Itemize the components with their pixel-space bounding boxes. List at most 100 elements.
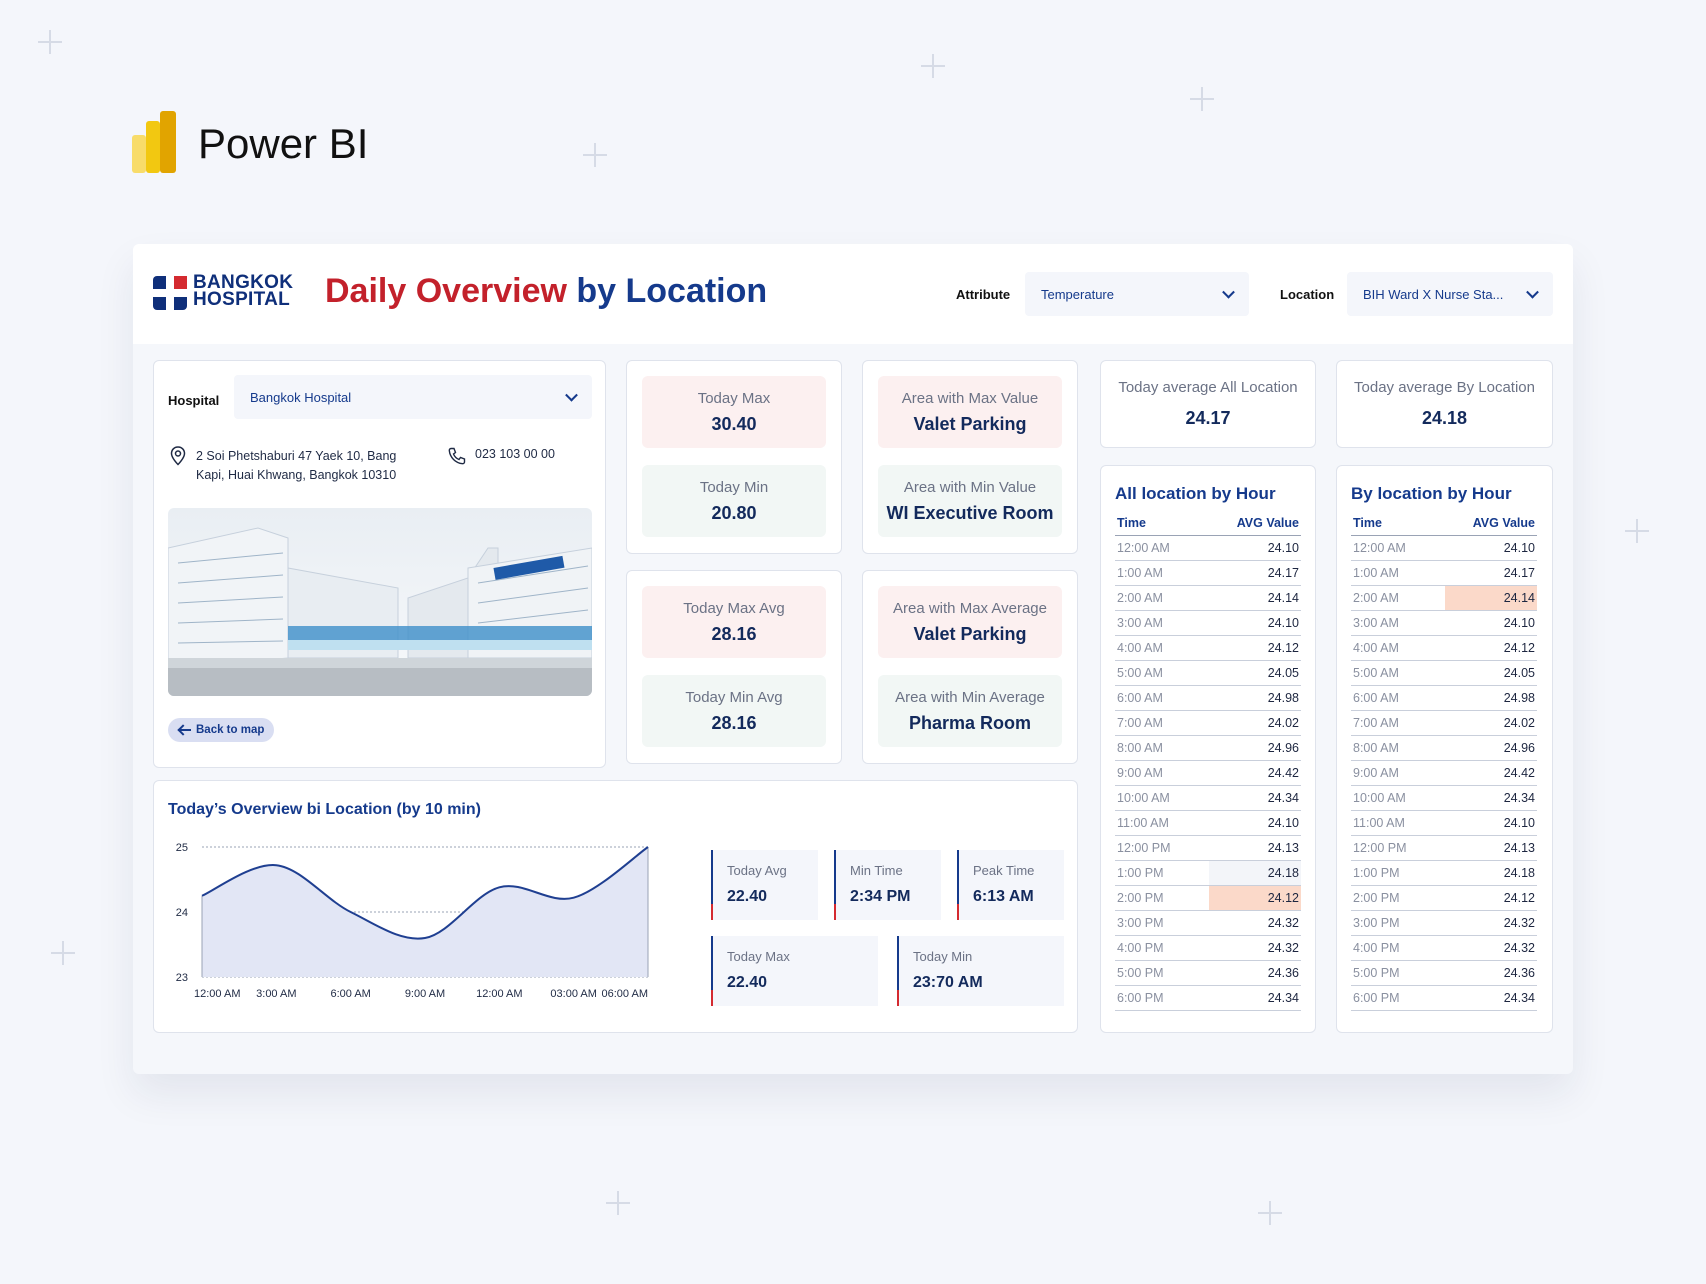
value-cell: 24.14 [1267,591,1299,605]
x-tick-label: 3:00 AM [256,988,296,1000]
time-cell: 4:00 AM [1117,641,1163,655]
x-tick-label: 9:00 AM [405,988,445,1000]
value-cell: 24.34 [1267,991,1299,1005]
time-cell: 5:00 PM [1353,966,1400,980]
decor-plus [1625,519,1649,543]
chevron-down-icon [1222,285,1235,299]
table-row: 4:00 PM 24.32 [1351,936,1537,961]
table-row: 4:00 PM 24.32 [1115,936,1301,961]
chevron-down-icon [1526,285,1539,299]
time-cell: 6:00 PM [1353,991,1400,1005]
value-cell: 24.10 [1503,616,1535,630]
value-cell: 24.12 [1503,641,1535,655]
value-cell: 24.17 [1503,566,1535,580]
y-tick-label: 24 [176,907,188,919]
time-cell: 5:00 PM [1117,966,1164,980]
decor-plus [1258,1201,1282,1225]
x-tick-label: 12:00 AM [194,988,240,1000]
table-row: 1:00 AM 24.17 [1351,561,1537,586]
table-row: 9:00 AM 24.42 [1115,761,1301,786]
table-title: All location by Hour [1115,484,1276,503]
value-cell: 24.34 [1503,991,1535,1005]
time-cell: 2:00 PM [1117,891,1164,905]
today-min-kpi: Today Min 20.80 [642,465,826,537]
value-cell: 24.10 [1267,541,1299,555]
time-cell: 1:00 AM [1117,566,1163,580]
value-cell: 24.05 [1503,666,1535,680]
value-cell: 24.32 [1503,916,1535,930]
area-fill [202,847,648,977]
table-row: 6:00 PM 24.34 [1115,986,1301,1011]
table-row: 12:00 PM 24.13 [1351,836,1537,861]
decor-plus [1190,87,1214,111]
table-row: 2:00 PM 24.12 [1351,886,1537,911]
stat-peak-time: Peak Time 6:13 AM [957,850,1064,920]
value-cell: 24.34 [1267,791,1299,805]
decor-plus [583,143,607,167]
area-avg-panel: Area with Max Average Valet Parking Area … [862,570,1078,764]
table-row: 8:00 AM 24.96 [1115,736,1301,761]
attribute-dropdown[interactable]: Temperature [1025,272,1249,316]
by-location-hour-table: By location by Hour Time AVG Value 12:00 … [1336,465,1553,1033]
location-label: Location [1280,287,1335,302]
time-cell: 2:00 AM [1353,591,1399,605]
decor-plus [921,54,945,78]
overview-title: Today’s Overview bi Location (by 10 min) [168,801,481,818]
table-row: 1:00 AM 24.17 [1115,561,1301,586]
time-cell: 2:00 AM [1117,591,1163,605]
hospital-dropdown[interactable]: Bangkok Hospital [234,375,592,419]
table-row: 10:00 AM 24.34 [1351,786,1537,811]
table-row: 12:00 PM 24.13 [1115,836,1301,861]
hourly-table: Time AVG Value 12:00 AM 24.10 1:00 AM 24.17 2… [1351,516,1537,1011]
area-max-avg-kpi: Area with Max Average Valet Parking [878,586,1062,658]
today-min-avg-kpi: Today Min Avg 28.16 [642,675,826,747]
stat-today-avg: Today Avg 22.40 [711,850,818,920]
value-cell: 24.12 [1267,641,1299,655]
time-cell: 3:00 PM [1117,916,1164,930]
value-cell: 24.02 [1267,716,1299,730]
table-row: 4:00 AM 24.12 [1351,636,1537,661]
value-cell: 24.36 [1503,966,1535,980]
hospital-logo-text: BANGKOK HOSPITAL [193,272,294,310]
x-tick-label: 06:00 AM [602,988,648,1000]
hospital-panel: Hospital Bangkok Hospital 2 Soi Phetshab… [153,360,606,768]
attribute-label: Attribute [956,287,1011,302]
all-location-hour-table: All location by Hour Time AVG Value 12:00… [1100,465,1316,1033]
table-row: 5:00 PM 24.36 [1115,961,1301,986]
dashboard-header: BANGKOK HOSPITAL Daily Overview by Locat… [133,244,1573,344]
time-cell: 12:00 AM [1117,541,1170,555]
table-row: 3:00 AM 24.10 [1115,611,1301,636]
back-to-map-button[interactable]: Back to map [168,718,274,742]
stat-today-min: Today Min 23:70 AM [897,936,1064,1006]
power-bi-icon [132,111,180,173]
value-cell: 24.10 [1267,816,1299,830]
table-row: 12:00 AM 24.10 [1115,536,1301,561]
value-cell: 24.98 [1503,691,1535,705]
value-cell: 24.17 [1267,566,1299,580]
table-row: 1:00 PM 24.18 [1351,861,1537,886]
value-cell: 24.13 [1267,841,1299,855]
area-max-value-kpi: Area with Max Value Valet Parking [878,376,1062,448]
value-cell: 24.18 [1209,861,1301,885]
value-cell: 24.96 [1503,741,1535,755]
stat-min-time: Min Time 2:34 PM [834,850,941,920]
phone-icon [448,447,466,465]
time-cell: 6:00 AM [1353,691,1399,705]
x-tick-label: 6:00 AM [330,988,370,1000]
table-row: 12:00 AM 24.10 [1351,536,1537,561]
value-cell: 24.36 [1267,966,1299,980]
page-title: Daily Overview by Location [325,272,768,310]
time-cell: 11:00 AM [1117,816,1169,830]
table-row: 7:00 AM 24.02 [1351,711,1537,736]
today-max-kpi: Today Max 30.40 [642,376,826,448]
location-dropdown[interactable]: BIH Ward X Nurse Sta... [1347,272,1553,316]
decor-plus [606,1191,630,1215]
time-cell: 3:00 PM [1353,916,1400,930]
today-max-avg-kpi: Today Max Avg 28.16 [642,586,826,658]
value-cell: 24.32 [1267,916,1299,930]
series-line [201,846,649,940]
overview-panel: Today’s Overview bi Location (by 10 min)… [153,780,1078,1033]
hospital-label: Hospital [168,393,220,408]
value-cell: 24.05 [1267,666,1299,680]
table-header: Time AVG Value [1351,516,1537,536]
